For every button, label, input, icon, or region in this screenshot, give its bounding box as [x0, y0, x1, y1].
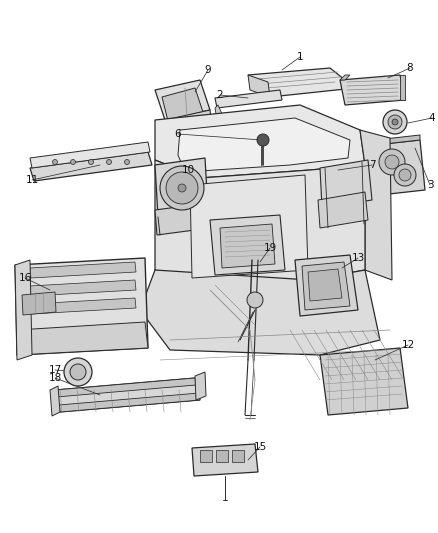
Polygon shape	[15, 260, 32, 360]
Polygon shape	[220, 224, 275, 268]
Polygon shape	[50, 386, 60, 416]
Polygon shape	[162, 88, 203, 121]
Circle shape	[247, 292, 263, 308]
Text: 2: 2	[217, 90, 223, 100]
Text: 1: 1	[297, 52, 303, 62]
Circle shape	[124, 159, 130, 165]
Polygon shape	[232, 450, 244, 462]
Text: 17: 17	[48, 365, 62, 375]
Polygon shape	[215, 90, 282, 108]
Circle shape	[160, 166, 204, 210]
Text: 11: 11	[25, 175, 39, 185]
Circle shape	[388, 115, 402, 129]
Text: 8: 8	[407, 63, 413, 73]
Polygon shape	[165, 110, 212, 140]
Polygon shape	[320, 348, 408, 415]
Polygon shape	[400, 75, 405, 100]
Circle shape	[394, 164, 416, 186]
Circle shape	[392, 119, 398, 125]
Polygon shape	[248, 75, 270, 97]
Polygon shape	[302, 262, 350, 310]
Circle shape	[166, 172, 198, 204]
Circle shape	[53, 159, 57, 165]
Text: 16: 16	[18, 273, 32, 283]
Polygon shape	[59, 393, 200, 412]
Polygon shape	[30, 280, 136, 296]
Polygon shape	[30, 152, 152, 181]
Text: 19: 19	[263, 243, 277, 253]
Circle shape	[385, 155, 399, 169]
Text: 18: 18	[48, 373, 62, 383]
Polygon shape	[375, 135, 420, 145]
Polygon shape	[140, 270, 380, 355]
Polygon shape	[320, 160, 372, 208]
Circle shape	[106, 159, 112, 165]
Polygon shape	[195, 372, 206, 400]
Text: 10: 10	[181, 165, 194, 175]
Polygon shape	[215, 105, 224, 120]
Polygon shape	[192, 444, 258, 476]
Text: 9: 9	[205, 65, 211, 75]
Polygon shape	[155, 160, 365, 285]
Polygon shape	[178, 118, 350, 172]
Polygon shape	[200, 450, 212, 462]
Polygon shape	[190, 175, 308, 278]
Polygon shape	[155, 105, 365, 178]
Polygon shape	[155, 203, 210, 235]
Polygon shape	[295, 255, 358, 316]
Circle shape	[64, 358, 92, 386]
Text: 3: 3	[427, 180, 433, 190]
Circle shape	[379, 149, 405, 175]
Polygon shape	[340, 75, 350, 80]
Circle shape	[399, 169, 411, 181]
Polygon shape	[308, 269, 342, 301]
Polygon shape	[210, 215, 285, 275]
Polygon shape	[15, 258, 148, 355]
Circle shape	[178, 184, 186, 192]
Text: 12: 12	[401, 340, 415, 350]
Circle shape	[88, 159, 93, 165]
Polygon shape	[340, 75, 405, 105]
Polygon shape	[30, 142, 150, 168]
Text: 4: 4	[429, 113, 435, 123]
Polygon shape	[248, 68, 355, 97]
Text: 6: 6	[175, 129, 181, 139]
Polygon shape	[155, 158, 208, 217]
Text: 13: 13	[351, 253, 364, 263]
Polygon shape	[55, 378, 196, 397]
Polygon shape	[360, 130, 392, 280]
Circle shape	[257, 134, 269, 146]
Text: 7: 7	[369, 160, 375, 170]
Polygon shape	[30, 298, 136, 314]
Polygon shape	[55, 378, 200, 412]
Text: 15: 15	[253, 442, 267, 452]
Circle shape	[71, 159, 75, 165]
Circle shape	[383, 110, 407, 134]
Polygon shape	[216, 450, 228, 462]
Polygon shape	[155, 80, 210, 120]
Polygon shape	[30, 262, 136, 278]
Polygon shape	[375, 140, 425, 195]
Polygon shape	[17, 322, 148, 355]
Polygon shape	[318, 192, 368, 228]
Polygon shape	[22, 292, 56, 315]
Circle shape	[70, 364, 86, 380]
